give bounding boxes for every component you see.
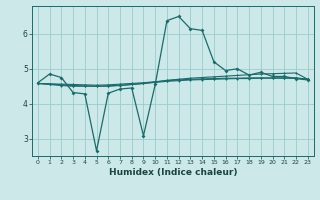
X-axis label: Humidex (Indice chaleur): Humidex (Indice chaleur): [108, 168, 237, 177]
